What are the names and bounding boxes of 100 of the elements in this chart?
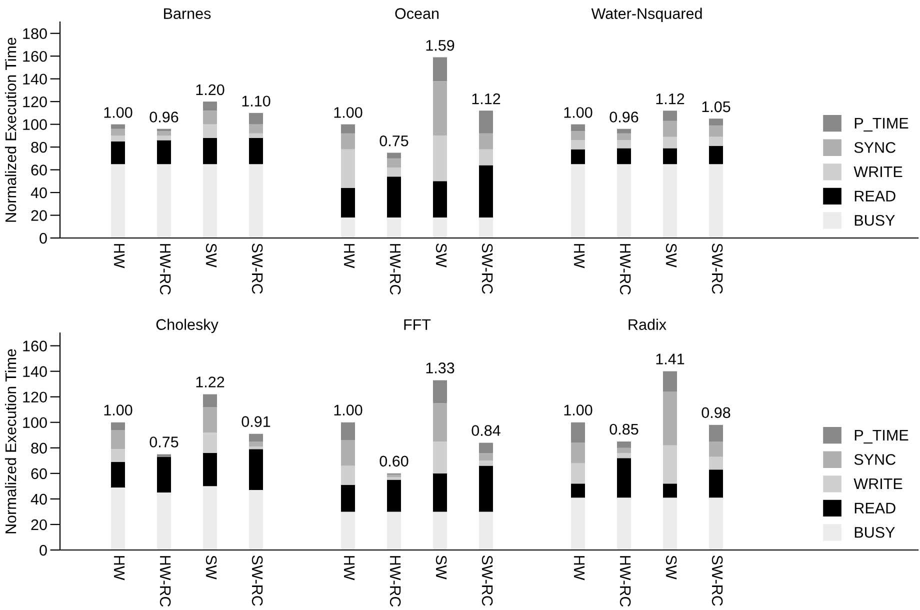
bar: [387, 158, 401, 168]
bar: [157, 131, 171, 136]
legend-label: WRITE: [854, 166, 902, 178]
bar: [203, 124, 217, 138]
bar: [663, 445, 677, 484]
bar: [571, 484, 585, 498]
bar: [617, 148, 631, 164]
bar: [479, 133, 493, 150]
bar: [387, 480, 401, 512]
bar: [157, 140, 171, 164]
bar: [663, 148, 677, 164]
bar: [203, 102, 217, 111]
y-tick-label: 40: [30, 187, 47, 198]
bar: [433, 181, 447, 218]
bar: [203, 452, 217, 486]
bar: [341, 133, 355, 150]
x-tick-label: HW-RC: [620, 556, 631, 607]
bar: [111, 124, 125, 129]
y-tick-label: 20: [31, 519, 47, 530]
bar: [571, 442, 585, 464]
bar: [203, 138, 217, 164]
annotation: 1.00: [104, 107, 132, 118]
bar: [387, 176, 401, 218]
x-tick-label: SW-RC: [712, 556, 723, 606]
legend-label: BUSY: [854, 214, 895, 226]
bar: [479, 165, 493, 218]
annotation: 1.00: [334, 107, 362, 118]
bar: [709, 136, 723, 146]
bar: [617, 448, 631, 453]
bar: [111, 128, 125, 136]
y-tick-label: 140: [23, 74, 47, 85]
bar: [203, 407, 217, 433]
bar: [663, 120, 677, 137]
y-tick-label: 160: [23, 50, 47, 62]
bar: [617, 128, 631, 134]
bar: [479, 460, 493, 466]
annotation: 1.00: [334, 404, 362, 416]
y-tick-label: 140: [23, 366, 47, 377]
x-tick-label: HW: [344, 556, 355, 580]
legend-label: WRITE: [854, 478, 902, 490]
annotation: 0.91: [242, 416, 270, 427]
bar: [479, 466, 493, 512]
bar: [387, 152, 401, 158]
y-tick-label: 160: [23, 340, 47, 352]
y-tick-label: 80: [31, 442, 47, 454]
bar: [663, 136, 677, 148]
annotation: 1.33: [426, 362, 454, 374]
x-tick-label: HW-RC: [160, 556, 171, 607]
bar: [249, 490, 263, 550]
bar: [249, 446, 263, 450]
text: Water-Nsquared: [591, 8, 702, 22]
bar: [479, 442, 493, 453]
bar: [709, 424, 723, 442]
bar: [663, 498, 677, 550]
bar: [111, 462, 125, 488]
x-tick-label: SW: [436, 556, 447, 580]
bar: [203, 486, 217, 550]
bar: [709, 164, 723, 238]
bar: [203, 110, 217, 124]
legend-label: BUSY: [854, 526, 895, 538]
x-tick-label: SW: [206, 556, 217, 580]
annotation: 1.00: [104, 404, 132, 416]
x-tick-label: HW: [344, 244, 355, 268]
bar: [387, 218, 401, 238]
annotation: 0.96: [150, 112, 178, 122]
y-tick-label: 80: [31, 142, 47, 153]
bar: [157, 164, 171, 238]
annotation: 1.05: [702, 101, 730, 112]
bar: [341, 484, 355, 512]
x-tick-label: SW-RC: [482, 244, 493, 294]
bar: [571, 463, 585, 484]
bar: [479, 110, 493, 134]
bar: [433, 512, 447, 550]
y-tick-label: 60: [31, 164, 47, 176]
text: Ocean: [395, 8, 439, 19]
y-tick-label: 120: [23, 96, 47, 108]
y-tick-label: 40: [30, 494, 47, 505]
x-tick-label: SW-RC: [252, 244, 263, 294]
bar: [433, 81, 447, 136]
y-tick-label: 0: [40, 232, 47, 244]
bar: [249, 133, 263, 138]
y-axis-title: Normalized Execution Time: [4, 349, 16, 534]
bar: [341, 218, 355, 238]
bar: [709, 470, 723, 498]
bar: [709, 442, 723, 457]
annotation: 1.41: [656, 354, 684, 364]
x-tick-label: SW-RC: [712, 244, 723, 294]
text: SYNC: [854, 454, 896, 465]
bar: [433, 380, 447, 404]
bar: [709, 146, 723, 164]
bar: [709, 125, 723, 137]
bar: [157, 136, 171, 140]
bar: [709, 456, 723, 470]
bar: [111, 430, 125, 450]
bar: [663, 371, 677, 392]
y-tick-label: 60: [31, 468, 47, 480]
bar: [111, 141, 125, 164]
y-tick-label: 100: [23, 119, 47, 130]
text: FFT: [404, 319, 431, 330]
annotation: 0.96: [610, 112, 638, 122]
